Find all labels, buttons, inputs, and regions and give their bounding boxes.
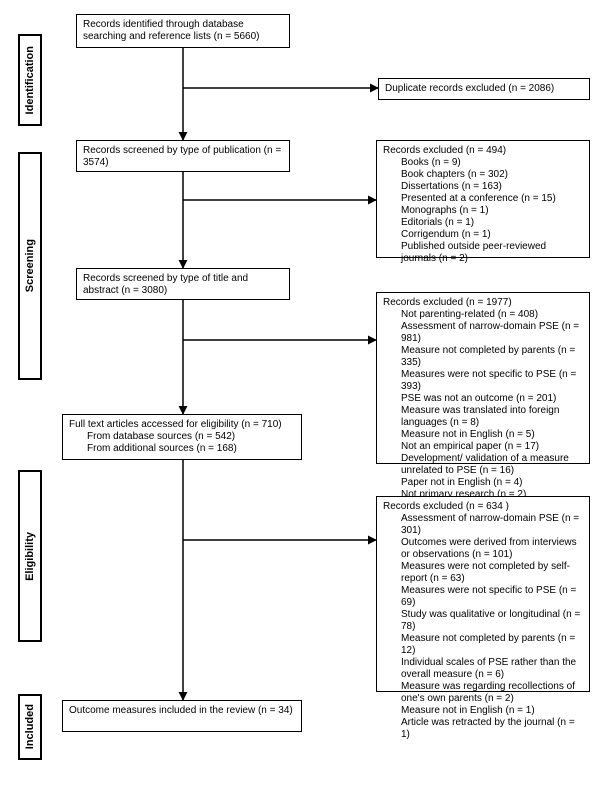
box-text: Duplicate records excluded (n = 2086): [385, 83, 583, 95]
stage-label-lbl-screening: Screening: [18, 152, 42, 380]
stage-label-text: Identification: [24, 46, 36, 114]
box-item: Paper not in English (n = 4): [383, 477, 583, 489]
box-item: Measure not completed by parents (n = 12…: [383, 633, 583, 657]
stage-label-text: Included: [24, 704, 36, 749]
box-item: Measure not in English (n = 5): [383, 429, 583, 441]
stage-label-lbl-eligibility: Eligibility: [18, 470, 42, 642]
box-item: Books (n = 9): [383, 157, 583, 169]
box-item: From database sources (n = 542): [69, 431, 295, 443]
box-text: Outcome measures included in the review …: [69, 705, 295, 717]
box-item: Assessment of narrow-domain PSE (n = 981…: [383, 321, 583, 345]
prisma-flowchart: Identification Screening Eligibility Includ…: [0, 0, 600, 806]
box-item: Study was qualitative or longitudinal (n…: [383, 609, 583, 633]
box-item: Not parenting-related (n = 408): [383, 309, 583, 321]
box-item: Book chapters (n = 302): [383, 169, 583, 181]
flow-box-b3: Records screened by type of publication …: [76, 140, 290, 172]
box-text: Records identified through database sear…: [83, 19, 283, 43]
box-text: Records screened by type of title and ab…: [83, 273, 283, 297]
box-title: Records excluded (n = 494): [383, 145, 583, 157]
flow-box-b6: Records excluded (n = 1977)Not parenting…: [376, 292, 590, 464]
box-item: Measures were not completed by self-repo…: [383, 561, 583, 585]
box-item: Measure was translated into foreign lang…: [383, 405, 583, 429]
box-item: Measure was regarding recollections of o…: [383, 681, 583, 705]
box-text: Records screened by type of publication …: [83, 145, 283, 169]
flow-box-b2: Duplicate records excluded (n = 2086): [378, 78, 590, 100]
box-item: Published outside peer-reviewed journals…: [383, 241, 583, 265]
flow-box-b8: Records excluded (n = 634 )Assessment of…: [376, 496, 590, 692]
flow-box-b1: Records identified through database sear…: [76, 14, 290, 48]
flow-box-b5: Records screened by type of title and ab…: [76, 268, 290, 300]
flow-box-b4: Records excluded (n = 494)Books (n = 9)B…: [376, 140, 590, 258]
box-item: Article was retracted by the journal (n …: [383, 717, 583, 741]
box-item: Outcomes were derived from interviews or…: [383, 537, 583, 561]
stage-label-text: Screening: [24, 239, 36, 292]
box-item: Editorials (n = 1): [383, 217, 583, 229]
box-item: Presented at a conference (n = 15): [383, 193, 583, 205]
box-item: Measures were not specific to PSE (n = 6…: [383, 585, 583, 609]
box-title: Full text articles accessed for eligibil…: [69, 419, 295, 431]
box-item: Dissertations (n = 163): [383, 181, 583, 193]
box-item: Development/ validation of a measure unr…: [383, 453, 583, 477]
flow-box-b9: Outcome measures included in the review …: [62, 700, 302, 732]
box-item: Measures were not specific to PSE (n = 3…: [383, 369, 583, 393]
stage-label-lbl-included: Included: [18, 694, 42, 760]
box-item: Individual scales of PSE rather than the…: [383, 657, 583, 681]
box-title: Records excluded (n = 634 ): [383, 501, 583, 513]
box-item: Monographs (n = 1): [383, 205, 583, 217]
box-item: From additional sources (n = 168): [69, 443, 295, 455]
stage-label-lbl-identification: Identification: [18, 34, 42, 126]
stage-label-text: Eligibility: [24, 532, 36, 581]
box-item: Measure not completed by parents (n = 33…: [383, 345, 583, 369]
box-title: Records excluded (n = 1977): [383, 297, 583, 309]
box-item: Assessment of narrow-domain PSE (n = 301…: [383, 513, 583, 537]
box-item: Corrigendum (n = 1): [383, 229, 583, 241]
box-item: Measure not in English (n = 1): [383, 705, 583, 717]
flow-box-b7: Full text articles accessed for eligibil…: [62, 414, 302, 460]
box-item: PSE was not an outcome (n = 201): [383, 393, 583, 405]
box-item: Not an empirical paper (n = 17): [383, 441, 583, 453]
